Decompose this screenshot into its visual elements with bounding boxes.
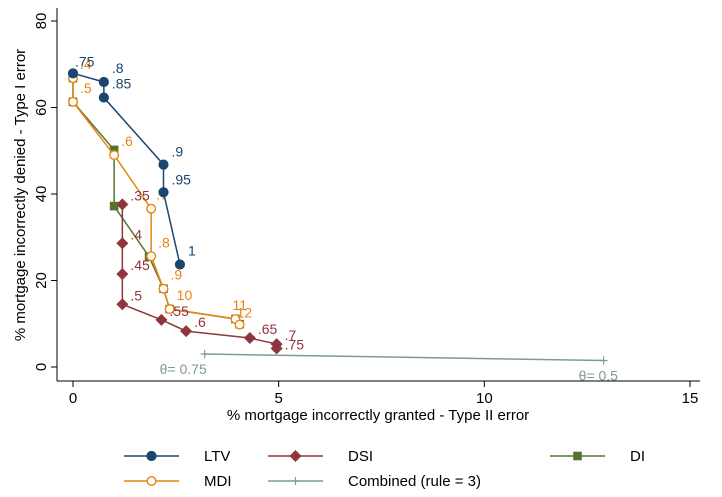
data-label: .8 [112,60,124,76]
data-point-diamond [155,313,168,326]
y-tick-label: 0 [33,363,50,371]
x-tick-label: 5 [274,390,282,407]
data-label: .7 [285,327,297,343]
series-combined-rule-3-: θ= 0.75 θ= 0.5 [160,350,619,384]
data-label: .5 [130,287,142,303]
y-tick-label: 60 [33,99,50,116]
legend-label: MDI [204,473,232,490]
series-line [204,353,604,362]
x-tick-label: 15 [682,390,699,407]
y-axis-title: % mortgage incorrectly denied - Type I e… [12,49,29,341]
data-point-square [573,451,582,461]
data-point-hollow-circle [164,304,175,315]
data-point-square [109,145,119,155]
data-point-circle [158,159,169,170]
data-label: .9 [170,267,182,283]
legend-label: DSI [348,448,373,465]
legend-label: DI [630,448,645,465]
data-point-hollow-circle [234,319,245,330]
data-label: .4 [80,56,92,72]
series-dsi: .35 .4 .45 .5 .55 .6 .65 .7.75 [116,187,305,355]
data-point-circle [98,76,109,88]
data-point-circle [174,259,186,270]
legend-item: MDI [124,473,232,490]
series-line [72,72,181,265]
data-label: .45 [130,257,150,273]
data-label: 11 [232,297,247,313]
data-point-plus [200,350,209,359]
data-point-diamond [116,268,129,281]
legend-label: LTV [204,448,230,465]
data-point-diamond [289,450,302,462]
series-ltv: .75.8.85.9.951 [67,53,196,270]
data-label: 1 [188,242,196,258]
data-point-circle [158,187,169,198]
data-label: .85 [112,76,132,92]
data-label: .5 [80,80,92,96]
data-point-hollow-circle [67,96,78,107]
data-label: 10 [177,287,193,303]
data-label: .35 [130,187,150,203]
data-point-diamond [116,298,129,311]
data-label: .6 [121,133,133,149]
data-point-diamond [180,325,193,338]
legend-box [110,436,650,491]
data-point-circle [67,68,79,79]
axis-ticks: 0 5 10 15 0 20 40 60 80 [33,13,698,407]
data-label: .6 [194,314,206,330]
y-tick-label: 20 [33,272,50,289]
legend-label: Combined (rule = 3) [348,473,481,490]
y-tick-label: 40 [33,186,50,203]
data-label: .75 [285,336,305,352]
data-point-hollow-circle [146,251,157,262]
legend: LTV DSI DI MDI Combined (rule = 3) [124,448,645,490]
legend-item: Combined (rule = 3) [268,473,481,490]
legend-item: DI [550,448,645,465]
data-label: .65 [258,321,278,337]
data-point-hollow-circle [146,476,157,487]
data-point-diamond [116,198,129,211]
data-label: θ= 0.75 [160,361,207,377]
data-point-hollow-circle [158,283,169,294]
data-point-diamond [116,237,129,250]
data-label: θ= 0.5 [579,368,619,384]
data-label: .95 [171,171,191,187]
data-label: .8 [158,234,170,250]
data-label: .55 [169,303,189,319]
data-label: .4 [130,226,142,242]
data-label: .9 [171,144,183,160]
x-tick-label: 10 [476,390,493,407]
legend-item: LTV [124,448,230,465]
data-point-circle [146,450,157,462]
y-tick-label: 80 [33,13,50,30]
data-point-plus [291,477,300,485]
data-point-square [109,201,119,211]
data-point-hollow-circle [109,150,120,161]
data-point-diamond [270,342,283,355]
data-point-diamond [243,332,256,345]
data-label: 12 [237,305,253,321]
data-point-circle [98,92,109,103]
data-point-hollow-circle [146,203,157,214]
x-tick-label: 0 [69,390,77,407]
data-point-plus [599,356,608,365]
legend-item: DSI [268,448,373,465]
x-axis-title: % mortgage incorrectly granted - Type II… [227,407,529,424]
data-label: .75 [75,53,95,69]
